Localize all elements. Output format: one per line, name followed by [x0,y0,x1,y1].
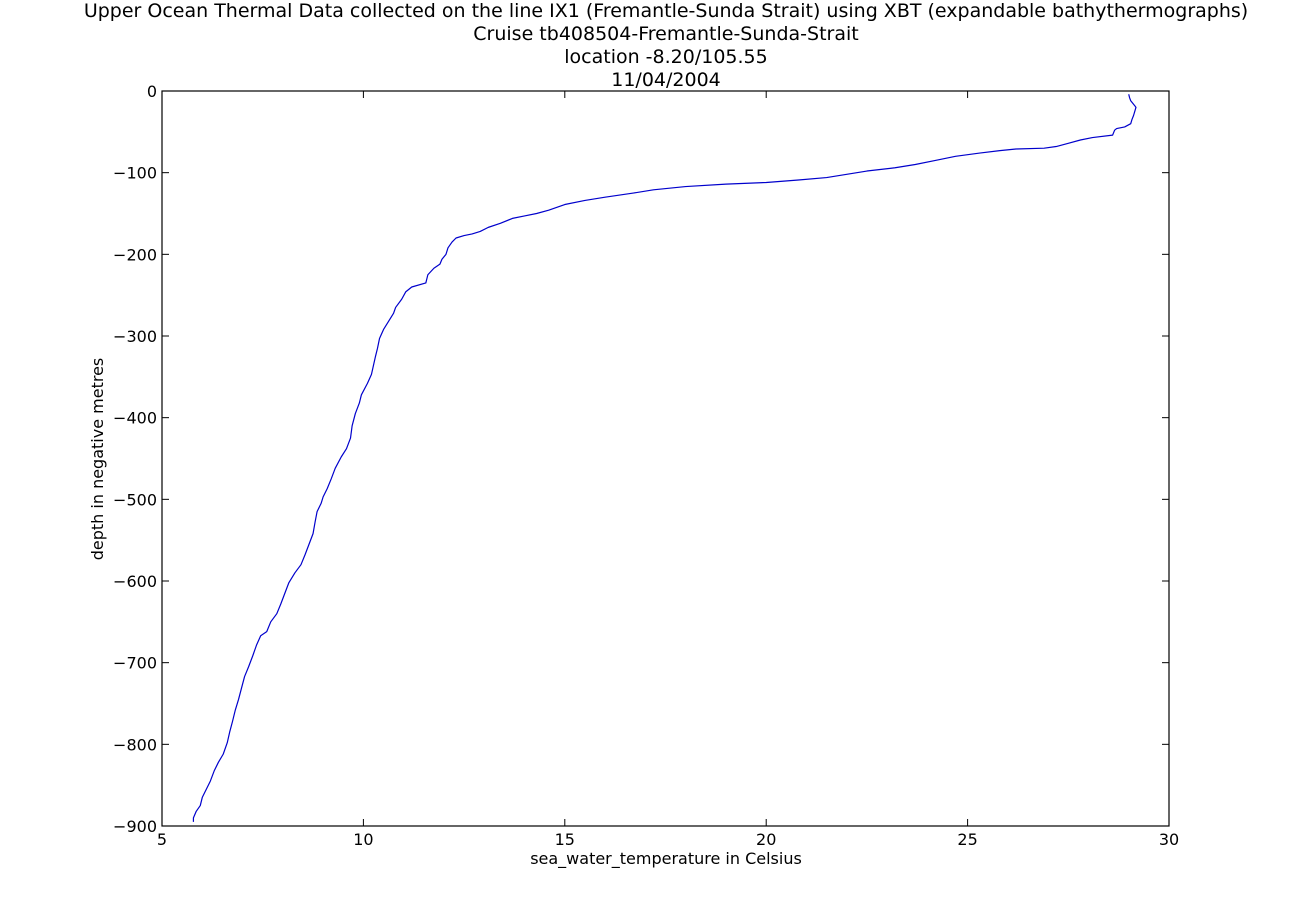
y-tick-label: −700 [113,654,157,673]
x-tick-label: 20 [756,830,776,849]
y-tick-label: −600 [113,572,157,591]
plot-area [161,90,1170,827]
y-tick-label: −500 [113,490,157,509]
chart-title-line-2: Cruise tb408504-Fremantle-Sunda-Strait [473,23,858,45]
y-tick-label: −300 [113,327,157,346]
y-tick-label: −200 [113,245,157,264]
x-tick-label: 15 [555,830,575,849]
y-tick-label: 0 [147,82,157,101]
y-tick-label: −800 [113,735,157,754]
chart-title-line-1: Upper Ocean Thermal Data collected on th… [84,0,1248,22]
x-tick-label: 10 [353,830,373,849]
chart-title-line-3: location -8.20/105.55 [564,46,767,68]
y-axis-label: depth in negative metres [88,358,107,561]
x-axis-label: sea_water_temperature in Celsius [530,849,802,869]
y-tick-label: −400 [113,409,157,428]
chart-title: Upper Ocean Thermal Data collected on th… [84,0,1248,91]
x-tick-label: 5 [157,830,167,849]
y-axis: 0 −100 −200 −300 −400 −500 −600 −700 −800 −900 [113,82,1169,836]
temperature-profile-line [192,94,1137,822]
x-axis: 5 10 15 20 25 30 [157,91,1179,849]
x-tick-label: 30 [1159,830,1179,849]
x-tick-label: 25 [957,830,977,849]
chart-title-line-4: 11/04/2004 [611,69,721,91]
y-tick-label: −100 [113,164,157,183]
y-tick-label: −900 [113,817,157,836]
